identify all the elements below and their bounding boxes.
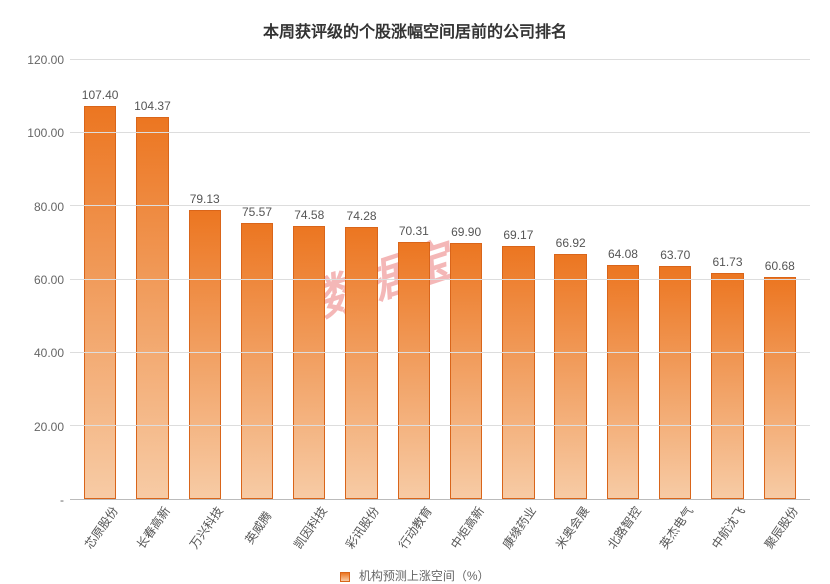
bar-slot: 70.31: [388, 60, 440, 499]
bar: [607, 265, 639, 499]
bar: [711, 273, 743, 499]
x-axis-label: 英威腾: [236, 501, 280, 554]
bar-value-label: 75.57: [242, 205, 272, 219]
y-tick-label: 80.00: [34, 200, 64, 214]
y-tick-label: 100.00: [27, 126, 64, 140]
bar-value-label: 70.31: [399, 224, 429, 238]
bar-slot: 69.17: [492, 60, 544, 499]
bar-value-label: 74.28: [347, 209, 377, 223]
x-axis-label: 凯因科技: [288, 501, 332, 554]
x-axis-labels: 芯原股份长春高新万兴科技英威腾凯因科技彩讯股份行动教育中炬高新康缘药业米奥会展北…: [70, 500, 810, 517]
x-axis-label: 中航沈飞: [706, 501, 750, 554]
bar: [659, 266, 691, 499]
bar: [450, 243, 482, 499]
bar: [241, 223, 273, 499]
bar-value-label: 60.68: [765, 259, 795, 273]
gridline: [70, 132, 810, 133]
y-tick-label: 40.00: [34, 346, 64, 360]
y-tick-label: 60.00: [34, 273, 64, 287]
bar-value-label: 69.90: [451, 225, 481, 239]
y-tick-label: 20.00: [34, 420, 64, 434]
bar-slot: 66.92: [545, 60, 597, 499]
bar-slot: 63.70: [649, 60, 701, 499]
x-axis-label: 英杰电气: [654, 501, 698, 554]
x-axis-label: 万兴科技: [184, 501, 228, 554]
bar-slot: 74.28: [335, 60, 387, 499]
gridline: [70, 279, 810, 280]
bar-value-label: 63.70: [660, 248, 690, 262]
bar-slot: 69.90: [440, 60, 492, 499]
plot: 数据宝 107.40104.3779.1375.5774.5874.2870.3…: [70, 60, 810, 500]
bar-value-label: 74.58: [294, 208, 324, 222]
bar-slot: 107.40: [74, 60, 126, 499]
bar-slot: 104.37: [126, 60, 178, 499]
legend: 机构预测上涨空间（%）: [20, 567, 810, 584]
bar: [189, 210, 221, 499]
bar: [398, 242, 430, 499]
plot-area: -20.0040.0060.0080.00100.00120.00 数据宝 10…: [20, 60, 810, 500]
x-axis-label: 北路智控: [602, 501, 646, 554]
bar-slot: 79.13: [179, 60, 231, 499]
y-axis: -20.0040.0060.0080.00100.00120.00: [20, 60, 70, 500]
bar-value-label: 107.40: [82, 88, 119, 102]
x-axis-label: 中炬高新: [445, 501, 489, 554]
gridline: [70, 205, 810, 206]
gridline: [70, 352, 810, 353]
x-axis-label: 康缘药业: [497, 501, 541, 554]
bar: [764, 277, 796, 499]
bar-value-label: 64.08: [608, 247, 638, 261]
bar: [136, 117, 168, 499]
x-axis-label: 彩讯股份: [340, 501, 384, 554]
legend-label: 机构预测上涨空间（%）: [359, 569, 490, 583]
bar-slot: 61.73: [701, 60, 753, 499]
bar: [293, 226, 325, 499]
bar-value-label: 79.13: [190, 192, 220, 206]
bar-slot: 64.08: [597, 60, 649, 499]
bar: [502, 246, 534, 499]
x-axis-label: 聚辰股份: [759, 501, 803, 554]
bar: [84, 106, 116, 499]
bar: [554, 254, 586, 499]
gridline: [70, 425, 810, 426]
chart-container: 本周获评级的个股涨幅空间居前的公司排名 - 20.00 40.00 60.00 80.0…: [0, 0, 830, 578]
gridline: [70, 59, 810, 60]
bar-value-label: 104.37: [134, 99, 171, 113]
bar: [345, 227, 377, 499]
bar-slot: 75.57: [231, 60, 283, 499]
x-axis-label: 行动教育: [393, 501, 437, 554]
bar-value-label: 61.73: [713, 255, 743, 269]
bar-value-label: 66.92: [556, 236, 586, 250]
chart-title: 本周获评级的个股涨幅空间居前的公司排名: [20, 18, 810, 42]
bars-group: 107.40 104.37 79.13 75.57 74.58 74.28 70.31 69.…: [70, 60, 810, 499]
x-axis-label: 芯原股份: [79, 501, 123, 554]
bar-slot: 74.58: [283, 60, 335, 499]
bar-slot: 60.68: [754, 60, 806, 499]
y-tick-label: -: [60, 493, 64, 507]
x-axis-label: 长春高新: [131, 501, 175, 554]
x-axis-label: 米奥会展: [550, 501, 594, 554]
legend-swatch: [340, 572, 350, 582]
bar-value-label: 69.17: [503, 228, 533, 242]
y-tick-label: 120.00: [27, 53, 64, 67]
